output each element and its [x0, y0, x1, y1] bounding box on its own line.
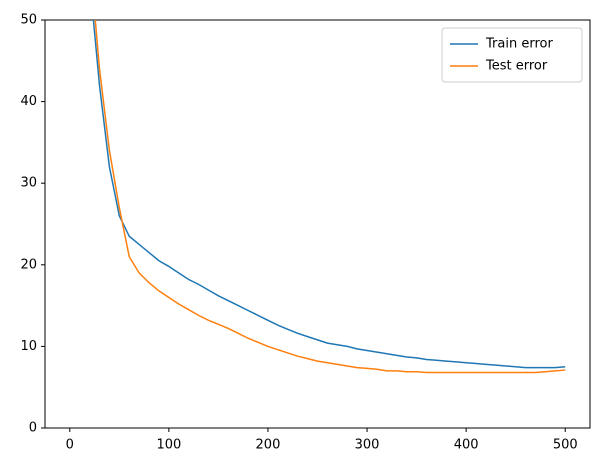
- plot-area: [92, 20, 566, 374]
- x-tick-label: 400: [454, 438, 479, 453]
- legend-box: [441, 27, 583, 83]
- y-tick-label: 50: [20, 13, 37, 28]
- x-tick-label: 0: [66, 438, 74, 453]
- legend-label: Test error: [485, 59, 548, 74]
- y-tick-label: 30: [20, 176, 37, 191]
- x-tick-label: 100: [156, 438, 181, 453]
- line-series: [94, 20, 566, 374]
- y-tick-label: 40: [20, 94, 37, 109]
- line-series: [92, 20, 566, 369]
- y-tick-label: 10: [20, 339, 37, 354]
- plot-frame: [44, 19, 591, 429]
- legend-label: Train error: [485, 37, 553, 52]
- x-tick-label: 300: [355, 438, 380, 453]
- y-tick-label: 0: [29, 421, 37, 436]
- x-tick-label: 200: [256, 438, 281, 453]
- y-tick-label: 20: [20, 257, 37, 272]
- x-tick-label: 500: [553, 438, 578, 453]
